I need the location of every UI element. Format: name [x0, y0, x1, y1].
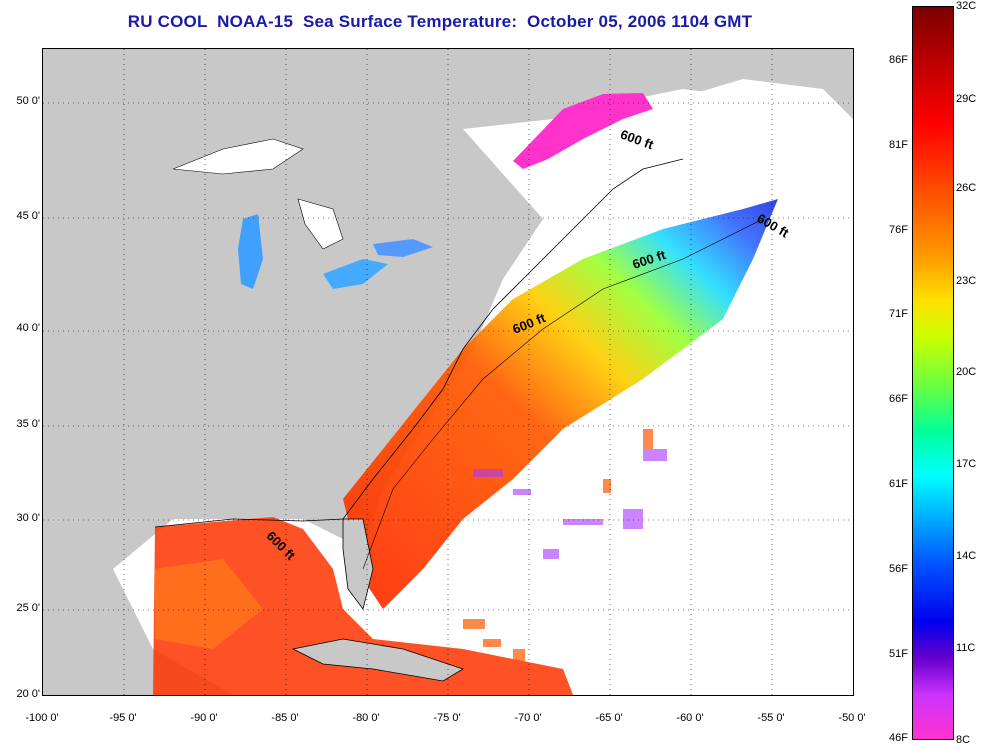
colorbar-c-label: 14C — [956, 550, 977, 562]
sst-map-graphic — [43, 49, 853, 695]
colorbar-c-label: 32C — [956, 0, 977, 12]
lon-label: -75 0' — [433, 712, 461, 724]
lon-label: -65 0' — [595, 712, 623, 724]
florida-land — [342, 518, 374, 610]
lon-label: -70 0' — [514, 712, 542, 724]
lat-label: 30 0' — [16, 512, 40, 524]
colorbar-c-label: 23C — [956, 275, 977, 287]
lat-label: 35 0' — [16, 418, 40, 430]
lat-label: 45 0' — [16, 210, 40, 222]
lake-michigan — [238, 214, 263, 289]
colorbar-f-label: 61F — [889, 478, 908, 490]
gulf-of-mexico-sst — [153, 517, 573, 695]
cuba-land — [291, 638, 464, 682]
sst-map[interactable] — [42, 48, 854, 696]
lon-label: -50 0' — [838, 712, 866, 724]
lake-erie — [323, 259, 388, 289]
colorbar-f-label: 71F — [889, 308, 908, 320]
colorbar-f-label: 51F — [889, 648, 908, 660]
colorbar-c-label: 20C — [956, 366, 977, 378]
lon-label: -55 0' — [757, 712, 785, 724]
lake-huron — [297, 198, 344, 250]
colorbar-f-label: 76F — [889, 224, 908, 236]
colorbar-f-label: 66F — [889, 393, 908, 405]
lat-label: 20 0' — [16, 688, 40, 700]
lake-ontario — [373, 239, 433, 257]
lon-label: -100 0' — [25, 712, 59, 724]
warm-specks — [463, 429, 653, 661]
colorbar-c-label: 11C — [956, 642, 976, 654]
lon-label: -80 0' — [352, 712, 380, 724]
colorbar-f-label: 81F — [889, 139, 908, 151]
colorbar-c-label: 17C — [956, 458, 977, 470]
colorbar-c-label: 26C — [956, 182, 977, 194]
lon-label: -95 0' — [109, 712, 137, 724]
colorbar-c-label: 29C — [956, 93, 977, 105]
map-title: RU COOL NOAA-15 Sea Surface Temperature:… — [127, 12, 753, 31]
colorbar — [912, 6, 954, 740]
cloud-specks — [473, 449, 667, 559]
stlawrence-cold — [513, 93, 653, 169]
colorbar-f-label: 86F — [889, 54, 908, 66]
lon-label: -85 0' — [271, 712, 299, 724]
colorbar-f-label: 56F — [889, 563, 908, 575]
lon-label: -90 0' — [190, 712, 218, 724]
lon-label: -60 0' — [676, 712, 704, 724]
sst-swath — [343, 199, 778, 609]
lat-label: 50 0' — [16, 95, 40, 107]
colorbar-f-label: 46F — [889, 732, 908, 744]
coastline — [154, 158, 684, 528]
lake-superior — [172, 138, 304, 175]
graticule — [43, 49, 853, 695]
colorbar-c-label: 8C — [956, 734, 971, 746]
lat-label: 40 0' — [16, 322, 40, 334]
shelf-contour — [362, 218, 764, 570]
lat-label: 25 0' — [16, 602, 40, 614]
gulf-patch — [155, 559, 263, 649]
